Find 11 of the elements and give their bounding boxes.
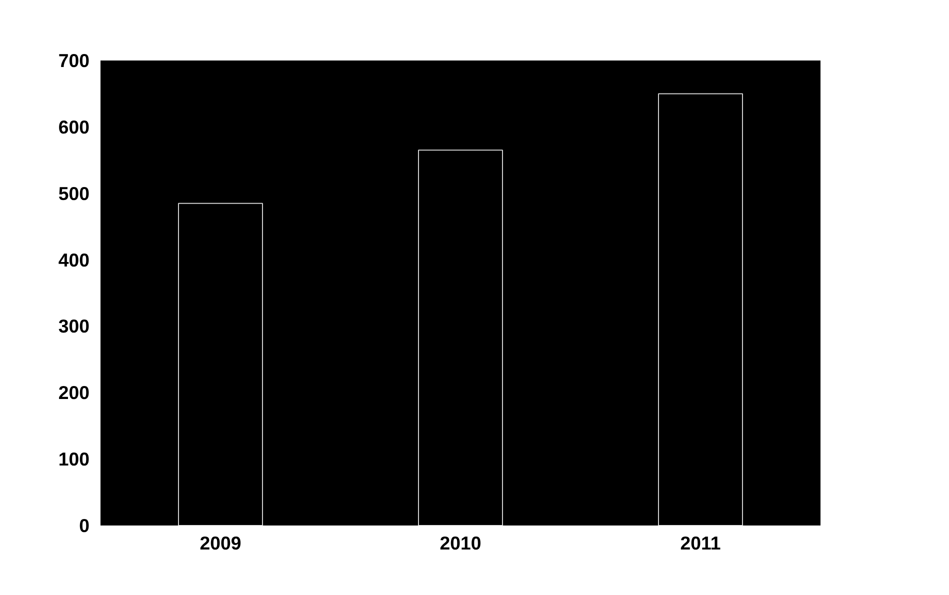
x-tick-label: 2011 [680,532,721,554]
y-tick-label: 500 [58,182,90,204]
y-tick-label: 400 [58,249,90,270]
y-tick-label: 100 [58,448,90,470]
y-tick-label: 700 [58,50,90,71]
y-tick-label: 600 [58,116,90,138]
x-tick-label: 2010 [440,532,482,554]
y-tick-label: 300 [58,316,90,337]
y-tick-label: 0 [79,515,90,536]
y-tick-label: 200 [58,382,90,404]
x-tick-label: 2009 [200,532,242,554]
